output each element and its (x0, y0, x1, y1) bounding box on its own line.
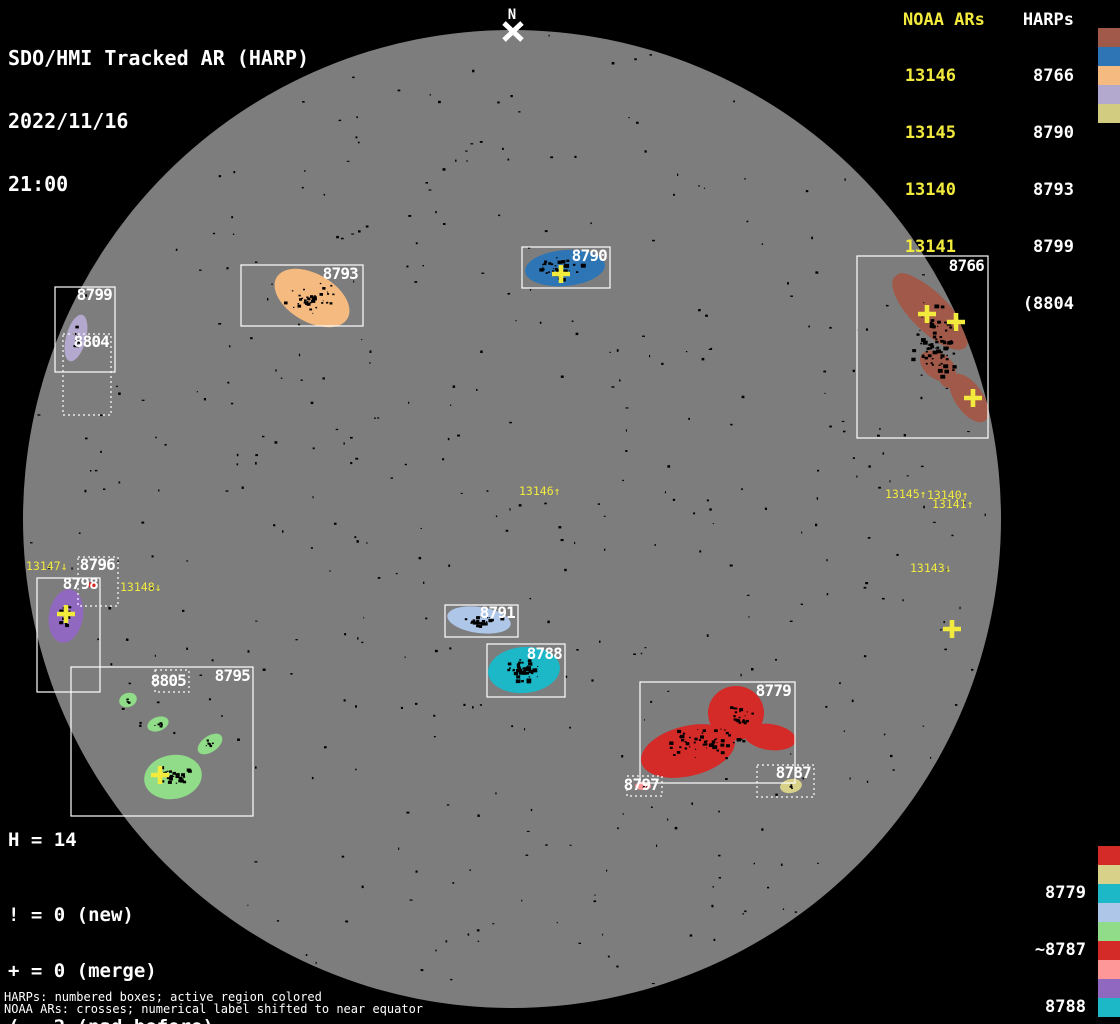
flag-legend: ! = 0 (new) + = 0 (merge) ( = 2 (pad bef… (8, 868, 225, 1024)
harp-color-swatch (1098, 104, 1120, 123)
noaa-ar-cross (943, 620, 961, 638)
harp-box-label-8804: 8804 (74, 332, 109, 351)
harp-box-8779 (639, 681, 796, 784)
harp-box-label-8788: 8788 (527, 644, 562, 663)
harp-color-swatch (1098, 85, 1120, 104)
harp-color-swatch (1098, 66, 1120, 85)
harp-number: 8766 (1033, 66, 1074, 86)
footnote-noaa: NOAA ARs: crosses; numerical label shift… (4, 1002, 424, 1016)
bottom-swatch-column (1098, 846, 1120, 1017)
noaa-number: 13141 (904, 237, 956, 257)
harp-number: 8790 (1033, 123, 1074, 143)
harp-box-8798 (36, 577, 101, 693)
harp-color-swatch (1098, 998, 1120, 1017)
noaa-ars-header: NOAA ARs (903, 10, 985, 30)
harp-color-swatch (1098, 903, 1120, 922)
legend-item: ( = 2 (pad before) (8, 1018, 225, 1024)
ar-label: 13141↑ (932, 497, 974, 511)
obs-time: 21:00 (8, 172, 69, 196)
harp-color-swatch (1098, 960, 1120, 979)
top-noaa-column: 13146 13145 13140 13141 (853, 29, 956, 352)
noaa-ar-cross (151, 766, 169, 784)
obs-date: 2022/11/16 (8, 109, 129, 133)
harp-color-swatch (1098, 941, 1120, 960)
noaa-number: 13146 (904, 66, 956, 86)
harp-box-label-8797: 8797 (624, 775, 659, 794)
footnote-harps: HARPs: numbered boxes; active region col… (4, 990, 322, 1004)
harp-box-label-8790: 8790 (572, 246, 607, 265)
harp-box-8790 (521, 246, 611, 289)
harp-count: H = 14 (8, 829, 77, 851)
harp-color-swatch (1098, 865, 1120, 884)
noaa-ar-cross (964, 389, 982, 407)
noaa-ar-cross (918, 305, 936, 323)
harp-box-8805 (154, 669, 190, 693)
harp-box-8787 (756, 764, 815, 798)
harp-box-8793 (240, 264, 364, 327)
ar-label: 13145↑ (885, 487, 927, 501)
ar-label: 13143↓ (910, 561, 952, 575)
app-title: SDO/HMI Tracked AR (HARP) (8, 46, 310, 70)
harp-color-swatch (1098, 28, 1120, 47)
harp-box-label-8796: 8796 (80, 555, 115, 574)
harp-box-8766 (856, 255, 989, 439)
harp-box-8788 (486, 643, 566, 698)
ar-label: 13140↑ (927, 488, 969, 502)
noaa-number: 13145 (904, 123, 956, 143)
harp-color-swatch (1098, 922, 1120, 941)
title-block: SDO/HMI Tracked AR (HARP) 2022/11/16 21:… (8, 6, 309, 237)
harp-box-label-8795: 8795 (215, 666, 250, 685)
north-label: N (508, 7, 516, 23)
solar-disk (23, 30, 1001, 1008)
north-x-icon (502, 21, 524, 42)
top-swatch-column (1098, 28, 1120, 123)
bottom-harp-column: 8779 ~8787 8788 8791 8795 ~8796 ~8797 87… (964, 846, 1086, 1024)
harp-box-8791 (444, 604, 519, 638)
noaa-ar-cross (552, 265, 570, 283)
noaa-ar-cross (947, 313, 965, 331)
legend-item: ! = 0 (new) (8, 903, 134, 926)
active-region-8799 (64, 314, 88, 362)
harp-number: 8799 (1033, 237, 1074, 257)
harp-boxes-layer: 8766 8779 8787 8788 8790 8791 8793 8795 8796 8797… (36, 246, 989, 817)
harp-box-label-8798: 8798 (63, 574, 98, 593)
harp-number: ~8787 (1034, 940, 1086, 960)
harp-number: 8779 (1045, 883, 1086, 903)
noaa-number: 13140 (904, 180, 956, 200)
harp-color-swatch (1098, 979, 1120, 998)
harp-box-label-8791: 8791 (480, 603, 515, 622)
noaa-ar-crosses (57, 265, 982, 784)
active-region-8796 (88, 582, 96, 588)
harp-box-label-8799: 8799 (77, 285, 112, 304)
harp-number: (8804 (1022, 294, 1074, 314)
harp-box-8796 (77, 556, 119, 607)
harp-box-8795 (70, 666, 254, 817)
harp-box-label-8805: 8805 (151, 671, 186, 690)
harp-color-swatch (1098, 884, 1120, 903)
ar-label: 13146↑ (519, 484, 561, 498)
noaa-ar-cross (57, 605, 75, 623)
ar-label: 13147↓ (26, 559, 68, 573)
harp-box-label-8787: 8787 (776, 763, 811, 782)
harp-box-label-8766: 8766 (949, 256, 984, 275)
harp-color-swatch (1098, 846, 1120, 865)
harp-number: 8788 (1045, 997, 1086, 1017)
harp-box-8797 (626, 775, 663, 797)
harp-color-swatch (1098, 47, 1120, 66)
noaa-ar-labels: 13146↑ 13145↑ 13140↑13141↑ 13143↓ 13147↓ 1314… (26, 484, 974, 594)
harps-header: HARPs (1022, 10, 1074, 30)
noaa-number (853, 295, 956, 314)
harp-number: 8793 (1033, 180, 1074, 200)
legend-item: + = 0 (merge) (8, 959, 157, 982)
top-harp-column: 8766 8790 8793 8799 (8804 (952, 29, 1074, 352)
harp-box-8799 (54, 286, 116, 373)
harp-box-label-8779: 8779 (756, 681, 791, 700)
active-region-8790 (525, 249, 605, 287)
harp-box-label-8793: 8793 (323, 264, 358, 283)
north-marker: N (502, 7, 524, 42)
ar-label: 13148↓ (120, 580, 162, 594)
